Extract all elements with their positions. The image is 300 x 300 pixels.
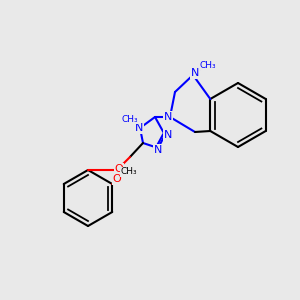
Text: N: N (154, 145, 162, 155)
Text: CH₃: CH₃ (122, 115, 138, 124)
Text: CH₃: CH₃ (121, 167, 138, 176)
Text: N: N (135, 123, 143, 133)
Text: O: O (113, 174, 122, 184)
Text: N: N (164, 130, 172, 140)
Text: N: N (191, 68, 199, 78)
Text: O: O (115, 164, 123, 174)
Text: CH₃: CH₃ (200, 61, 216, 70)
Text: N: N (164, 112, 172, 122)
